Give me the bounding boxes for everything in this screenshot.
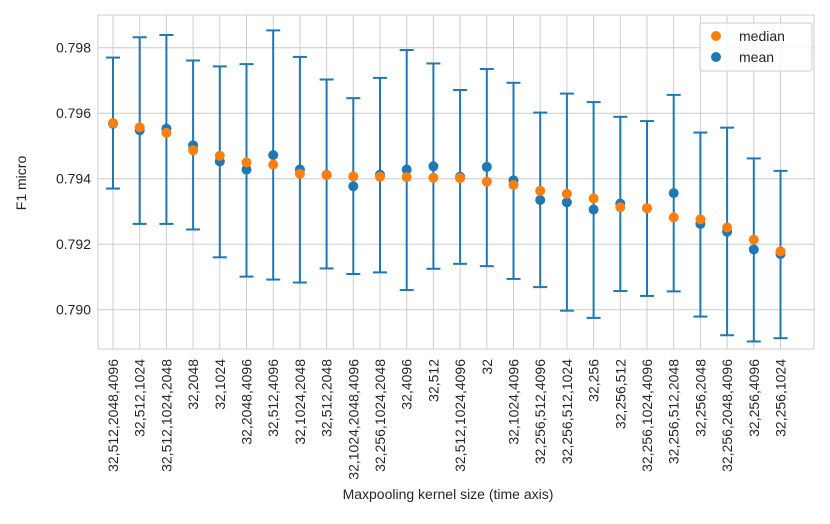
median-point: [508, 179, 519, 190]
mean-point: [481, 161, 492, 172]
x-tick-label: 32,512: [425, 359, 441, 402]
x-axis-label: Maxpooling kernel size (time axis): [343, 486, 554, 502]
y-tick-label: 0.796: [56, 105, 91, 121]
y-tick-label: 0.792: [56, 236, 91, 252]
median-point: [588, 193, 599, 204]
x-tick-label: 32,1024: [212, 359, 228, 410]
median-point: [535, 185, 546, 196]
x-tick-label: 32,256,512: [612, 359, 628, 429]
error-bars: [106, 29, 788, 343]
x-tick-label: 32,1024,4096: [506, 359, 522, 445]
median-point: [401, 172, 412, 183]
median-point: [775, 246, 786, 257]
median-point: [695, 214, 706, 225]
x-tick-label: 32,256,512,1024: [559, 359, 575, 464]
median-point: [241, 157, 252, 168]
x-tick-label: 32,512,2048: [319, 359, 335, 437]
median-point: [748, 234, 759, 245]
median-point: [615, 202, 626, 213]
x-tick-label: 32,256,1024: [773, 359, 789, 437]
x-tick-label: 32,2048: [185, 359, 201, 410]
mean-point: [428, 161, 439, 172]
x-tick-labels: 32,512,2048,4096 32,512,1024 32,512,1024,2…: [105, 359, 789, 480]
median-point: [642, 203, 652, 214]
x-tick-label: 32,256,4096: [746, 359, 762, 437]
median-point: [321, 170, 332, 181]
x-tick-label: 32,512,1024: [132, 359, 148, 437]
x-tick-label: 32,2048,4096: [239, 359, 255, 445]
x-tick-label: 32,512,2048,4096: [105, 359, 121, 472]
mean-point: [401, 164, 412, 175]
legend-mean-label: mean: [739, 49, 774, 65]
mean-point: [748, 244, 759, 255]
median-point: [134, 122, 145, 133]
x-tick-label: 32,1024,2048: [292, 359, 308, 445]
median-point: [188, 145, 199, 156]
median-point: [375, 171, 385, 182]
y-tick-label: 0.790: [56, 302, 91, 318]
median-point: [668, 212, 679, 223]
median-point: [214, 150, 225, 161]
mean-point: [668, 188, 679, 199]
legend: median mean: [699, 22, 813, 72]
x-tick-label: 32,512,1024,2048: [158, 359, 174, 472]
y-tick-labels: 0.790 0.792 0.794 0.796 0.798: [56, 40, 91, 318]
y-tick-label: 0.794: [56, 171, 91, 187]
plot-frame: [97, 14, 815, 350]
mean-point: [348, 181, 359, 192]
median-point: [348, 171, 359, 182]
median-points: [108, 118, 786, 257]
x-tick-label: 32,256,512,2048: [666, 359, 682, 464]
mean-points: [108, 118, 786, 260]
x-tick-label: 32,256: [586, 359, 602, 402]
median-point: [722, 222, 733, 233]
legend-box: [699, 22, 813, 72]
x-tick-label: 32,256,2048: [692, 359, 708, 437]
median-point: [108, 118, 118, 129]
mean-point: [241, 164, 252, 175]
x-tick-label: 32,4096: [399, 359, 415, 410]
median-point: [481, 176, 492, 187]
x-tick-label: 32: [479, 359, 495, 375]
median-point: [294, 168, 305, 179]
mean-point: [535, 195, 546, 206]
legend-median-marker: [711, 31, 721, 41]
median-point: [455, 173, 466, 184]
mean-point: [268, 150, 279, 161]
legend-median-label: median: [739, 28, 785, 44]
x-tick-label: 32,512,4096: [265, 359, 281, 437]
mean-point: [561, 197, 572, 208]
x-tick-label: 32,256,512,4096: [532, 359, 548, 464]
legend-mean-marker: [711, 52, 721, 62]
x-tick-label: 32,512,1024,4096: [452, 359, 468, 472]
y-tick-label: 0.798: [56, 40, 91, 56]
median-point: [268, 159, 279, 170]
x-tick-label: 32,256,1024,2048: [372, 359, 388, 472]
x-tick-label: 32,256,1024,4096: [639, 359, 655, 472]
x-tick-label: 32,1024,2048,4096: [345, 359, 361, 480]
median-point: [561, 188, 572, 199]
y-axis-label: F1 micro: [13, 156, 29, 211]
median-point: [161, 127, 172, 138]
median-point: [428, 172, 439, 183]
mean-point: [588, 204, 599, 215]
x-tick-label: 32,256,2048,4096: [719, 359, 735, 472]
